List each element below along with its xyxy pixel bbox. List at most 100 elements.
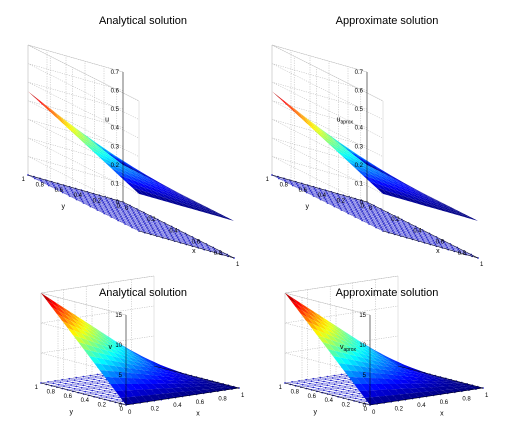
surface-facet xyxy=(51,109,65,120)
mesh-node xyxy=(115,206,117,209)
surface-facet xyxy=(396,368,409,374)
surface-facet xyxy=(417,383,430,388)
mesh-node xyxy=(59,188,62,190)
z-tick-label: 0.7 xyxy=(355,70,364,76)
mesh-node xyxy=(93,387,95,389)
surface-facet xyxy=(361,347,374,355)
mesh-node xyxy=(332,194,335,197)
surface-facet xyxy=(407,376,420,381)
mesh-node xyxy=(181,236,184,239)
mesh-node xyxy=(116,398,118,401)
surface-facet xyxy=(83,349,96,358)
mesh-node xyxy=(403,224,406,226)
surface-facet xyxy=(81,136,95,147)
surface-facet xyxy=(115,366,128,373)
mesh-node xyxy=(156,227,159,230)
surface-facet xyxy=(407,187,421,195)
mesh-node xyxy=(163,231,166,234)
mesh-node xyxy=(406,229,409,232)
mesh-node xyxy=(326,384,329,387)
mesh-node xyxy=(169,233,172,235)
surface-facet xyxy=(143,370,156,376)
surface-facet xyxy=(465,215,478,221)
surface-facet xyxy=(334,139,348,148)
mesh-node xyxy=(162,229,165,232)
mesh-node xyxy=(97,201,100,204)
surface-facet xyxy=(76,315,89,326)
mesh-node xyxy=(87,385,90,388)
mesh-node xyxy=(105,387,108,390)
surface-facet xyxy=(435,379,448,382)
surface-facet xyxy=(387,370,400,376)
mesh-node xyxy=(305,191,308,194)
mesh-node xyxy=(381,219,383,221)
mesh-node xyxy=(361,210,363,213)
surface-facet xyxy=(415,387,429,393)
mesh-node xyxy=(75,385,78,388)
surface-facet xyxy=(88,325,102,334)
surface-facet xyxy=(95,329,109,338)
axis-edge xyxy=(27,174,124,203)
surface-facet xyxy=(182,380,195,384)
surface-facet xyxy=(364,345,377,353)
y-tick-label: 0.8 xyxy=(291,389,300,395)
x-axis-label: x xyxy=(436,248,440,255)
mesh-node xyxy=(333,392,336,394)
surface-facet xyxy=(318,130,332,141)
mesh-node xyxy=(342,203,345,206)
mesh-node xyxy=(413,233,416,235)
mesh-node xyxy=(360,217,363,220)
mesh-node xyxy=(395,227,398,230)
surface-facet xyxy=(285,293,298,305)
surface-facet xyxy=(423,202,437,209)
mesh-node xyxy=(364,215,366,218)
surface-facet xyxy=(390,182,404,191)
surface-facet xyxy=(368,350,381,358)
mesh-node xyxy=(107,393,110,396)
surface-facet xyxy=(376,352,390,359)
mesh-node xyxy=(107,201,110,204)
surface-facet xyxy=(378,373,392,380)
surface-facet xyxy=(111,343,125,351)
surface-facet xyxy=(359,349,372,357)
surface-facet xyxy=(141,360,155,367)
surface-facet xyxy=(299,117,313,128)
mesh-node xyxy=(131,208,133,211)
mesh-node xyxy=(73,195,76,197)
surface-facet xyxy=(134,358,148,365)
mesh-node xyxy=(404,235,407,237)
surface-facet xyxy=(403,370,416,375)
surface-facet xyxy=(298,114,312,125)
mesh-node xyxy=(386,219,388,221)
mesh-node xyxy=(422,240,425,242)
surface-facet xyxy=(406,186,420,193)
surface-facet xyxy=(348,377,362,384)
mesh-node xyxy=(351,385,354,387)
surface-facet xyxy=(41,104,55,115)
mesh-node xyxy=(66,191,69,194)
mesh-node xyxy=(159,233,162,236)
surface-facet xyxy=(465,385,478,388)
mesh-node xyxy=(51,182,54,185)
mesh-node xyxy=(137,228,139,231)
mesh-node xyxy=(387,213,390,216)
mesh-node xyxy=(120,206,122,209)
mesh-node xyxy=(183,240,186,242)
mesh-node xyxy=(385,226,387,229)
surface-facet xyxy=(188,199,202,206)
mesh-node xyxy=(139,213,141,216)
surface-facet xyxy=(165,192,179,200)
surface-facet xyxy=(445,205,459,212)
surface-facet xyxy=(62,123,76,134)
surface-facet xyxy=(124,384,137,391)
surface-facet xyxy=(111,377,125,384)
mesh-node xyxy=(153,222,156,225)
surface-facet xyxy=(327,330,340,340)
surface-facet xyxy=(46,106,60,117)
mesh-node xyxy=(61,191,64,194)
surface-facet xyxy=(117,160,130,169)
mesh-node xyxy=(107,385,110,387)
surface-facet xyxy=(352,157,366,167)
mesh-node xyxy=(314,384,316,386)
surface-facet xyxy=(373,368,386,375)
